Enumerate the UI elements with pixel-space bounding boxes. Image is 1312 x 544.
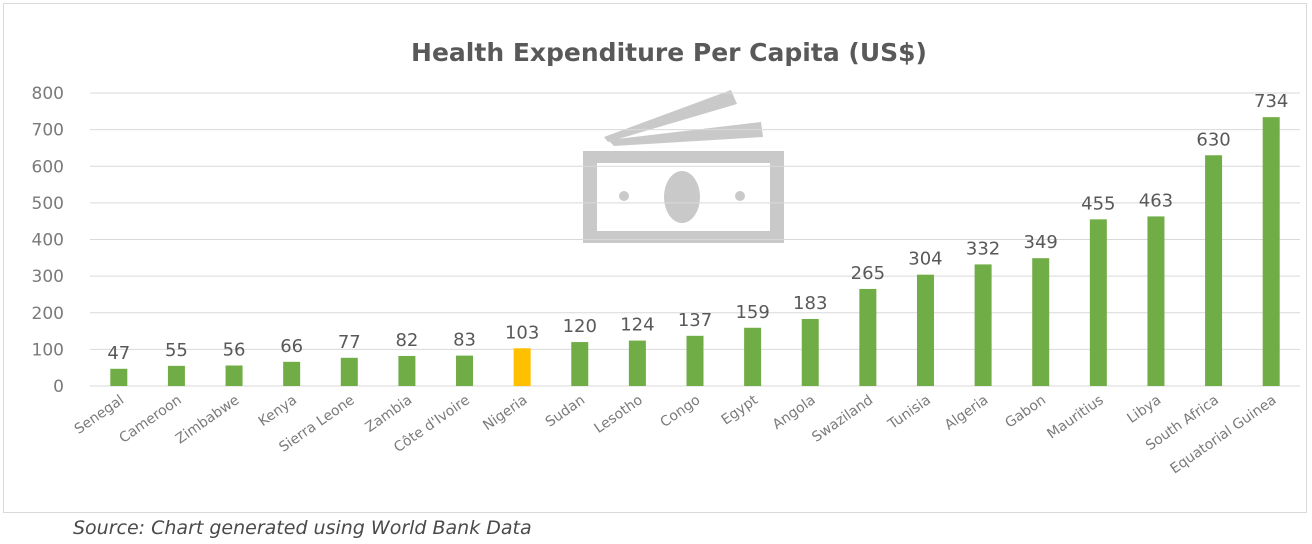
data-label: 103 [505,322,539,343]
bar [225,365,243,386]
data-label: 47 [107,343,130,364]
data-label: 56 [223,339,246,360]
bar [1089,219,1107,386]
x-tick-label: Kenya [256,392,300,430]
bar [167,365,185,386]
bar [628,340,646,386]
data-label: 630 [1196,129,1230,150]
data-label: 77 [338,332,361,353]
bar [859,288,877,386]
data-label: 332 [966,238,1000,259]
y-tick-label: 500 [32,194,64,214]
bar [1262,117,1280,387]
bar [1032,258,1050,386]
x-tick-label: Angola [770,392,819,433]
y-tick-label: 0 [53,377,64,397]
bar [916,274,934,386]
bar [110,368,128,386]
data-label: 349 [1024,232,1058,253]
y-tick-label: 400 [32,231,64,251]
bar [974,264,992,386]
x-tick-label: Zambia [362,392,415,436]
x-tick-label: Congo [658,392,704,431]
data-label: 120 [563,316,597,337]
x-tick-label: Swaziland [809,392,876,445]
bar [456,355,474,386]
data-label: 124 [620,315,654,336]
bars [110,117,1280,387]
y-tick-label: 600 [32,157,64,177]
x-tick-label: Nigeria [480,392,530,434]
data-label: 734 [1254,91,1288,112]
data-label: 463 [1139,190,1173,211]
data-label: 455 [1081,193,1115,214]
y-tick-label: 200 [32,304,64,324]
x-tick-label: Gabon [1002,392,1049,431]
data-label: 137 [678,310,712,331]
x-tick-label: Mauritius [1044,392,1106,442]
data-label: 82 [395,330,418,351]
x-tick-label: Algeria [942,392,991,433]
data-label: 183 [793,293,827,314]
data-label: 304 [908,249,942,270]
x-tick-label: Libya [1124,392,1164,427]
bar [340,357,358,386]
data-label: 159 [735,302,769,323]
bar [513,348,531,386]
bar [686,335,704,386]
y-tick-label: 300 [32,267,64,287]
x-tick-label: Sudan [543,392,588,430]
x-tick-label: Zimbabwe [173,392,242,447]
chart-frame: Health Expenditure Per Capita (US$) 0 100… [3,3,1307,513]
data-labels: 47 55 56 66 77 82 83 103 120 124 137 159 183 265 304 33… [107,91,1288,364]
bar [801,318,819,386]
source-note: Source: Chart generated using World Bank… [73,517,532,539]
bar [1205,155,1223,386]
bar [283,361,301,386]
x-tick-label: Tunisia [885,392,934,433]
y-tick-label: 100 [32,340,64,360]
bar [744,327,762,386]
data-label: 83 [453,330,476,351]
chart-title: Health Expenditure Per Capita (US$) [411,38,927,67]
y-tick-label: 800 [32,84,64,104]
y-axis: 0 100 200 300 400 500 600 700 800 [32,84,64,397]
bar-chart: Health Expenditure Per Capita (US$) 0 100… [32,38,1300,477]
data-label: 265 [851,263,885,284]
x-tick-label: Egypt [719,392,762,429]
y-tick-label: 700 [32,121,64,141]
x-tick-label: Cameroon [117,392,185,446]
bar [571,342,589,386]
x-tick-label: Equatorial Guinea [1168,392,1280,477]
data-label: 55 [165,340,188,361]
x-tick-label: Lesotho [591,392,645,437]
bar [398,355,416,386]
data-label: 66 [280,336,303,357]
bar [1147,216,1165,386]
